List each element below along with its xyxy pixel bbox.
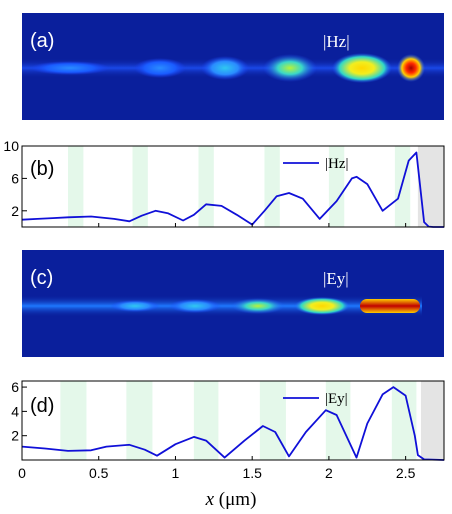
panel-a-label: (a)	[30, 30, 54, 52]
panel-b-shaded-region	[417, 146, 444, 227]
panel-b-ytick-label-2: 6	[11, 170, 19, 186]
x-tick-label-6: 2.5	[396, 465, 416, 481]
x-tick-label-4: 1.5	[242, 465, 262, 481]
panel-d-stripe-3	[193, 381, 219, 460]
panel-c-map: (c) |Ey|	[22, 250, 444, 357]
panel-c-field-label: |Ey|	[323, 269, 349, 288]
panel-d-stripe-4	[259, 381, 286, 460]
panel-b-ytick-label-1: 2	[11, 203, 19, 219]
x-tick-label-2: 0.5	[89, 465, 109, 481]
panel-d-ytick-label-2: 4	[11, 403, 19, 419]
panel-b-legend-label: |Hz|	[325, 156, 349, 172]
panel-c-lobe-2	[169, 299, 221, 313]
panel-c-label: (c)	[30, 267, 53, 289]
x-axis: 0 0.5 1 1.5 2 2.5	[18, 465, 415, 481]
panel-a-lobe-6	[397, 54, 425, 82]
panel-b-series-line	[21, 151, 444, 228]
x-tick-label-3: 1	[172, 465, 180, 481]
x-axis-label-unit: (μm)	[214, 489, 256, 510]
panel-d-stripe-2	[126, 381, 153, 460]
panel-d-legend-label: |Ey|	[325, 391, 348, 407]
panel-d-stripe-1	[60, 381, 87, 460]
panel-d-label: (d)	[30, 395, 54, 417]
x-axis-label-var: x	[205, 489, 215, 510]
panel-b-plot: 2 6 10 (b) |Hz|	[3, 138, 445, 228]
panel-b-frame	[21, 145, 445, 228]
panel-c-lobe-3	[231, 298, 285, 314]
x-tick-label-5: 2	[325, 465, 333, 481]
panel-d-shaded-region	[420, 381, 444, 460]
panel-a-lobe-3	[201, 56, 249, 80]
panel-c-lobe-4	[294, 297, 350, 315]
panel-c-lobe-1	[110, 300, 160, 312]
panel-d-frame	[21, 380, 445, 461]
panel-b-stripe-4	[264, 146, 280, 227]
panel-b-stripe-2	[132, 146, 148, 227]
x-axis-label: x (μm)	[205, 489, 257, 510]
panel-d-plot: 2 4 6 (d) |Ey|	[11, 379, 445, 461]
panel-d-ytick-label-3: 6	[11, 379, 19, 395]
panel-a-lobe-4	[263, 54, 317, 82]
panel-a-lobe-5	[332, 53, 392, 83]
panel-b-stripe-6	[394, 146, 411, 227]
x-tick-label-1: 0	[18, 465, 26, 481]
panel-d-stripe-6	[391, 381, 417, 460]
panel-a-map: (a) |Hz|	[22, 13, 444, 120]
panel-d-ytick-label-1: 2	[11, 428, 19, 444]
panel-c-lobe-5	[360, 299, 420, 313]
panel-a-field-label: |Hz|	[323, 32, 350, 51]
panel-b-label: (b)	[30, 158, 54, 180]
panel-b-stripe-5	[328, 146, 345, 227]
panel-d-stripe-5	[325, 381, 351, 460]
panel-a-lobe-1	[30, 61, 110, 75]
panel-b-ytick-label-3: 10	[3, 138, 19, 154]
panel-b-stripe-1	[68, 146, 84, 227]
panel-d-series-line	[21, 386, 445, 461]
panel-b-stripe-3	[198, 146, 214, 227]
panel-a-lobe-2	[134, 58, 186, 78]
